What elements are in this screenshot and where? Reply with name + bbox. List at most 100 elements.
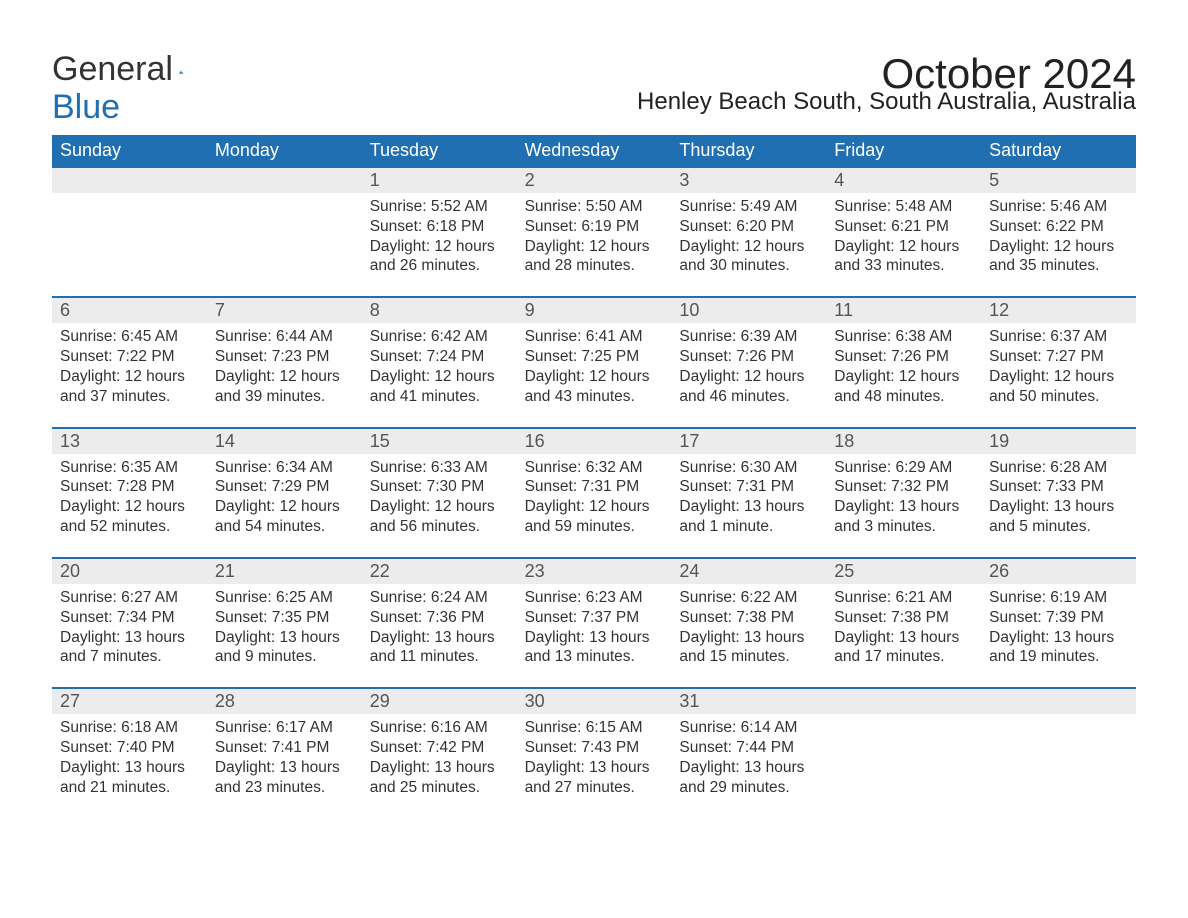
sunset-text: Sunset: 7:25 PM — [525, 347, 664, 367]
day-cell: Sunrise: 6:30 AMSunset: 7:31 PMDaylight:… — [671, 454, 826, 557]
daylight-text: Daylight: 13 hours and 5 minutes. — [989, 497, 1128, 537]
daylight-text: Daylight: 12 hours and 59 minutes. — [525, 497, 664, 537]
daylight-text: Daylight: 12 hours and 41 minutes. — [370, 367, 509, 407]
weekday-fri: Friday — [826, 135, 981, 168]
day-number: 31 — [671, 689, 826, 714]
sunrise-text: Sunrise: 6:27 AM — [60, 588, 199, 608]
daylight-text: Daylight: 12 hours and 39 minutes. — [215, 367, 354, 407]
sunset-text: Sunset: 7:34 PM — [60, 608, 199, 628]
daynum-row: 20212223242526 — [52, 559, 1136, 584]
daynum-row: 2728293031 — [52, 689, 1136, 714]
daylight-text: Daylight: 13 hours and 3 minutes. — [834, 497, 973, 537]
day-number: 1 — [362, 168, 517, 193]
daylight-text: Daylight: 13 hours and 23 minutes. — [215, 758, 354, 798]
day-cell: Sunrise: 6:28 AMSunset: 7:33 PMDaylight:… — [981, 454, 1136, 557]
sunset-text: Sunset: 7:32 PM — [834, 477, 973, 497]
sunrise-text: Sunrise: 6:29 AM — [834, 458, 973, 478]
daylight-text: Daylight: 13 hours and 13 minutes. — [525, 628, 664, 668]
day-number: 5 — [981, 168, 1136, 193]
sunrise-text: Sunrise: 6:41 AM — [525, 327, 664, 347]
daylight-text: Daylight: 12 hours and 54 minutes. — [215, 497, 354, 537]
day-number: 11 — [826, 298, 981, 323]
sunrise-text: Sunrise: 6:23 AM — [525, 588, 664, 608]
week-row: 13141516171819Sunrise: 6:35 AMSunset: 7:… — [52, 427, 1136, 557]
day-number: 27 — [52, 689, 207, 714]
sunset-text: Sunset: 6:20 PM — [679, 217, 818, 237]
day-cell: Sunrise: 6:45 AMSunset: 7:22 PMDaylight:… — [52, 323, 207, 426]
day-number: 2 — [517, 168, 672, 193]
day-number: 15 — [362, 429, 517, 454]
day-number: 25 — [826, 559, 981, 584]
daylight-text: Daylight: 12 hours and 26 minutes. — [370, 237, 509, 277]
logo: General — [52, 50, 213, 89]
sunrise-text: Sunrise: 6:18 AM — [60, 718, 199, 738]
daylight-text: Daylight: 13 hours and 29 minutes. — [679, 758, 818, 798]
daynum-row: 6789101112 — [52, 298, 1136, 323]
sunrise-text: Sunrise: 6:25 AM — [215, 588, 354, 608]
sunrise-text: Sunrise: 6:28 AM — [989, 458, 1128, 478]
daylight-text: Daylight: 12 hours and 56 minutes. — [370, 497, 509, 537]
day-cell: Sunrise: 6:16 AMSunset: 7:42 PMDaylight:… — [362, 714, 517, 817]
sunset-text: Sunset: 7:22 PM — [60, 347, 199, 367]
sunset-text: Sunset: 7:31 PM — [679, 477, 818, 497]
sunrise-text: Sunrise: 6:19 AM — [989, 588, 1128, 608]
weekday-mon: Monday — [207, 135, 362, 168]
weekday-tue: Tuesday — [362, 135, 517, 168]
logo-word1: General — [52, 50, 173, 89]
day-number: 30 — [517, 689, 672, 714]
calendar: Sunday Monday Tuesday Wednesday Thursday… — [52, 135, 1136, 818]
day-cell — [52, 193, 207, 296]
day-number: 20 — [52, 559, 207, 584]
daylight-text: Daylight: 12 hours and 33 minutes. — [834, 237, 973, 277]
sunset-text: Sunset: 7:41 PM — [215, 738, 354, 758]
day-number: 16 — [517, 429, 672, 454]
day-number: 4 — [826, 168, 981, 193]
sunrise-text: Sunrise: 6:32 AM — [525, 458, 664, 478]
day-number: 3 — [671, 168, 826, 193]
sunset-text: Sunset: 7:36 PM — [370, 608, 509, 628]
daylight-text: Daylight: 13 hours and 21 minutes. — [60, 758, 199, 798]
day-cell: Sunrise: 6:39 AMSunset: 7:26 PMDaylight:… — [671, 323, 826, 426]
day-cell: Sunrise: 6:14 AMSunset: 7:44 PMDaylight:… — [671, 714, 826, 817]
daylight-text: Daylight: 13 hours and 25 minutes. — [370, 758, 509, 798]
day-cell: Sunrise: 6:22 AMSunset: 7:38 PMDaylight:… — [671, 584, 826, 687]
day-number: 9 — [517, 298, 672, 323]
weeks-container: 12345Sunrise: 5:52 AMSunset: 6:18 PMDayl… — [52, 168, 1136, 818]
day-number: 18 — [826, 429, 981, 454]
sunrise-text: Sunrise: 6:33 AM — [370, 458, 509, 478]
sunset-text: Sunset: 7:44 PM — [679, 738, 818, 758]
day-number: 13 — [52, 429, 207, 454]
weekday-sat: Saturday — [981, 135, 1136, 168]
sunset-text: Sunset: 7:26 PM — [834, 347, 973, 367]
sunrise-text: Sunrise: 6:35 AM — [60, 458, 199, 478]
day-cell — [826, 714, 981, 817]
daylight-text: Daylight: 12 hours and 35 minutes. — [989, 237, 1128, 277]
sunrise-text: Sunrise: 5:50 AM — [525, 197, 664, 217]
logo-line2: Blue — [52, 88, 120, 127]
day-cell: Sunrise: 6:42 AMSunset: 7:24 PMDaylight:… — [362, 323, 517, 426]
sunset-text: Sunset: 7:33 PM — [989, 477, 1128, 497]
sunset-text: Sunset: 7:23 PM — [215, 347, 354, 367]
day-number: 22 — [362, 559, 517, 584]
sunset-text: Sunset: 6:18 PM — [370, 217, 509, 237]
daylight-text: Daylight: 12 hours and 43 minutes. — [525, 367, 664, 407]
day-cell: Sunrise: 6:37 AMSunset: 7:27 PMDaylight:… — [981, 323, 1136, 426]
weekday-thu: Thursday — [671, 135, 826, 168]
day-cell: Sunrise: 6:15 AMSunset: 7:43 PMDaylight:… — [517, 714, 672, 817]
day-cell: Sunrise: 6:44 AMSunset: 7:23 PMDaylight:… — [207, 323, 362, 426]
sunset-text: Sunset: 7:26 PM — [679, 347, 818, 367]
sunset-text: Sunset: 7:30 PM — [370, 477, 509, 497]
sunset-text: Sunset: 7:28 PM — [60, 477, 199, 497]
day-cell: Sunrise: 5:50 AMSunset: 6:19 PMDaylight:… — [517, 193, 672, 296]
day-number — [52, 168, 207, 193]
sunset-text: Sunset: 7:24 PM — [370, 347, 509, 367]
day-number: 26 — [981, 559, 1136, 584]
day-cell: Sunrise: 6:29 AMSunset: 7:32 PMDaylight:… — [826, 454, 981, 557]
day-cell: Sunrise: 5:52 AMSunset: 6:18 PMDaylight:… — [362, 193, 517, 296]
sunset-text: Sunset: 7:35 PM — [215, 608, 354, 628]
daylight-text: Daylight: 13 hours and 17 minutes. — [834, 628, 973, 668]
daynum-row: 12345 — [52, 168, 1136, 193]
day-cell — [207, 193, 362, 296]
sunset-text: Sunset: 7:38 PM — [834, 608, 973, 628]
sunrise-text: Sunrise: 6:39 AM — [679, 327, 818, 347]
